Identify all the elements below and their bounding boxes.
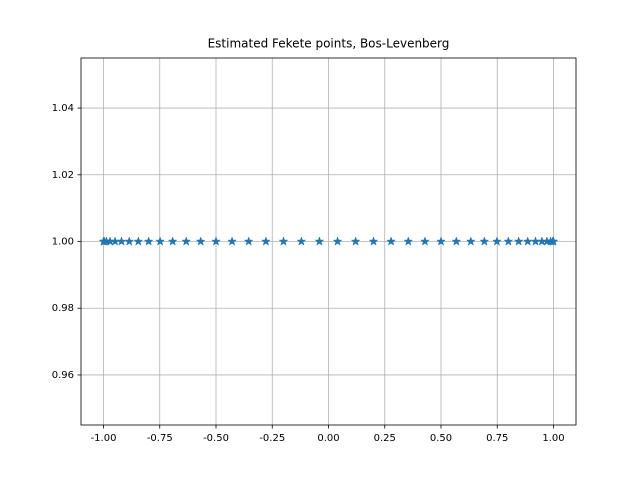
y-tick-label: 1.00 <box>52 237 74 248</box>
y-tick-label: 0.98 <box>52 303 74 314</box>
x-tick-label: -0.50 <box>203 433 229 444</box>
data-point <box>451 236 462 246</box>
data-point <box>210 236 222 246</box>
data-point <box>435 236 447 246</box>
data-point <box>419 236 430 246</box>
data-point <box>243 236 254 246</box>
data-point <box>278 236 289 246</box>
x-tick-label: 1.00 <box>542 433 564 444</box>
chart-title: Estimated Fekete points, Bos-Levenberg <box>208 37 450 51</box>
data-point <box>155 236 166 246</box>
data-point <box>350 236 361 246</box>
data-point <box>548 236 559 246</box>
plot-frame <box>80 57 577 426</box>
data-point <box>296 236 307 246</box>
x-tick-label: 0.50 <box>430 433 452 444</box>
data-point <box>465 236 476 246</box>
data-point <box>227 236 238 246</box>
x-tick-label: -1.00 <box>91 433 117 444</box>
data-point <box>479 236 490 246</box>
data-point <box>167 236 178 246</box>
data-point <box>260 236 271 246</box>
data-point <box>332 236 343 246</box>
data-point <box>181 236 192 246</box>
data-point <box>503 236 514 246</box>
data-point <box>386 236 397 246</box>
data-point <box>491 236 502 246</box>
data-point <box>124 236 135 246</box>
y-tick-label: 1.02 <box>52 170 74 181</box>
data-point <box>368 236 379 246</box>
x-tick-label: 0.75 <box>486 433 508 444</box>
data-point <box>403 236 414 246</box>
data-point <box>133 236 144 246</box>
x-tick-label: -0.25 <box>259 433 285 444</box>
data-point <box>143 236 154 246</box>
y-tick-label: 0.96 <box>52 370 74 381</box>
data-point <box>314 236 325 246</box>
x-tick-label: 0.00 <box>317 433 339 444</box>
x-tick-label: -0.75 <box>147 433 173 444</box>
data-point <box>513 236 524 246</box>
data-point <box>195 236 206 246</box>
y-tick-label: 1.04 <box>52 103 74 114</box>
x-tick-label: 0.25 <box>374 433 396 444</box>
